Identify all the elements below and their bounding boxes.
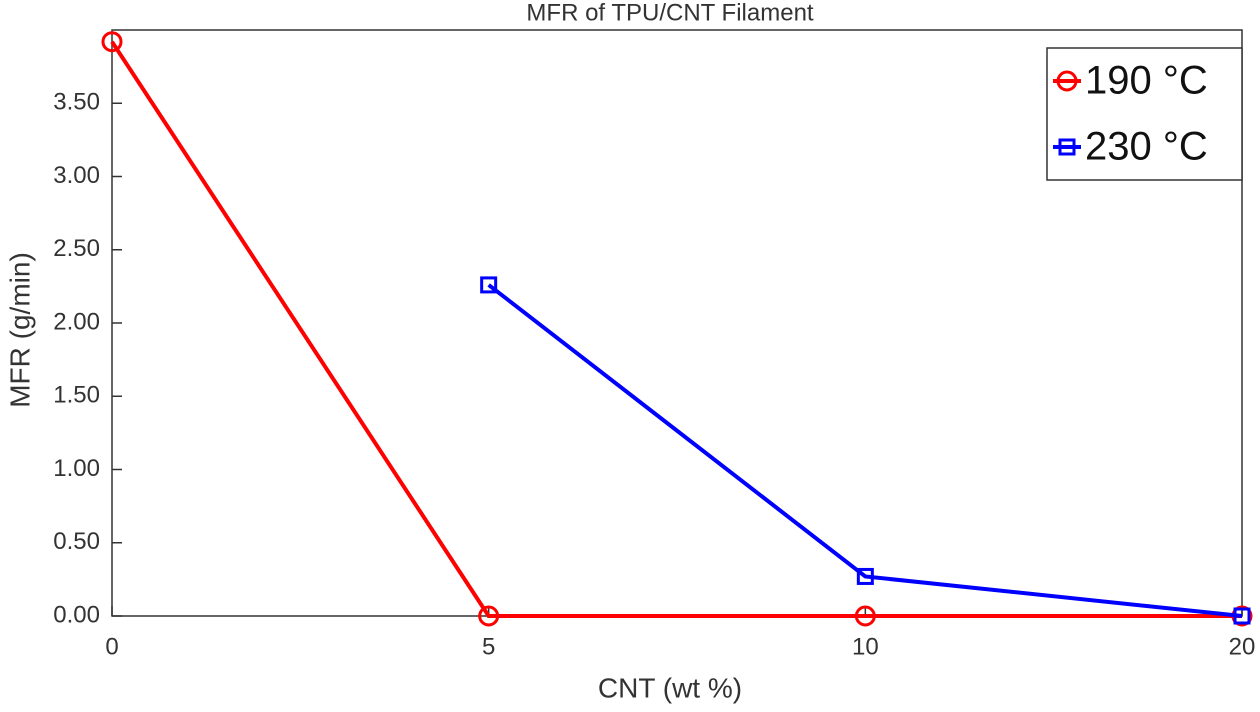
y-tick-label: 1.50 (53, 382, 100, 409)
x-tick-label: 0 (105, 633, 118, 660)
legend-box (1046, 47, 1243, 181)
x-axis-label: CNT (wt %) (598, 672, 742, 703)
y-tick-label: 3.50 (53, 89, 100, 116)
y-tick-label: 3.00 (53, 162, 100, 189)
data-point (1233, 607, 1251, 625)
y-tick-label: 1.00 (53, 455, 100, 482)
data-point (856, 567, 874, 585)
data-point (101, 31, 123, 53)
y-tick-label: 0.50 (53, 528, 100, 555)
series-line (487, 283, 1243, 618)
series-line (110, 40, 1242, 618)
x-tick-label: 5 (482, 633, 495, 660)
data-point (854, 605, 876, 627)
legend-marker (1056, 70, 1078, 92)
data-point (480, 276, 498, 294)
y-tick-label: 0.00 (53, 601, 100, 628)
y-axis-label: MFR (g/min) (4, 252, 35, 408)
y-tick-label: 2.50 (53, 235, 100, 262)
legend-label: 230 °C (1085, 125, 1208, 169)
y-tick-label: 2.00 (53, 308, 100, 335)
legend-marker (1058, 138, 1076, 156)
x-tick-label: 10 (852, 633, 879, 660)
data-point (478, 605, 500, 627)
x-tick-label: 20 (1229, 633, 1256, 660)
chart-title: MFR of TPU/CNT Filament (526, 0, 813, 26)
legend-label: 190 °C (1085, 59, 1208, 103)
